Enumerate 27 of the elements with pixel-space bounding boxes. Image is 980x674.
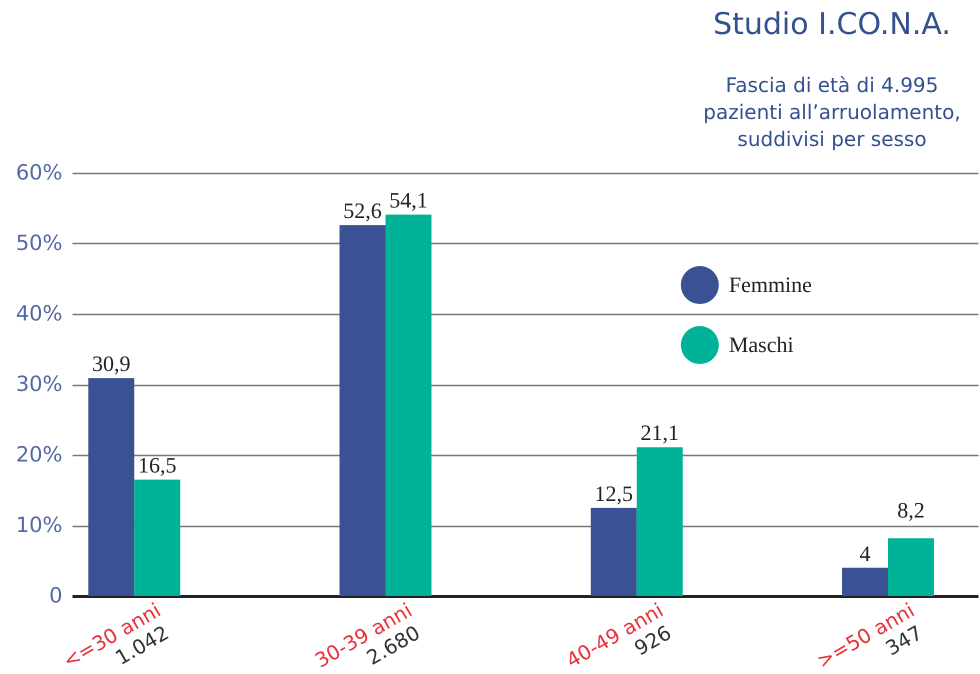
bar xyxy=(134,480,180,596)
data-label: 4 xyxy=(860,540,871,566)
bar xyxy=(340,225,386,596)
data-label: 21,1 xyxy=(640,420,679,446)
y-tick-label: 0 xyxy=(49,584,62,608)
chart-title: Studio I.CO.N.A. xyxy=(713,7,951,42)
data-label: 12,5 xyxy=(594,480,634,506)
bar xyxy=(888,538,934,596)
bar xyxy=(386,214,432,596)
y-tick-label: 20% xyxy=(16,442,62,466)
data-label: 52,6 xyxy=(343,198,382,224)
y-tick-label: 60% xyxy=(16,160,62,184)
legend-label: Femmine xyxy=(728,272,812,298)
data-label: 8,2 xyxy=(897,497,925,522)
y-tick-label: 50% xyxy=(16,231,62,255)
data-label: 30,9 xyxy=(92,351,131,376)
y-tick-label: 10% xyxy=(16,513,62,537)
chart-subtitle: Fascia di età di 4.995 pazienti all’arruolamento, suddivisi per sesso xyxy=(703,73,961,151)
y-tick-label: 30% xyxy=(16,372,62,396)
bar xyxy=(636,447,683,596)
y-tick-label: 40% xyxy=(16,302,62,326)
bar xyxy=(842,568,888,596)
legend-label: Maschi xyxy=(728,332,794,358)
data-label: 16,5 xyxy=(138,452,176,478)
bar xyxy=(88,378,134,596)
data-label: 54,1 xyxy=(389,188,428,213)
bar xyxy=(590,508,637,596)
